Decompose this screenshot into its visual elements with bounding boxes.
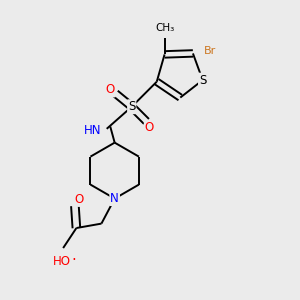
Text: Br: Br <box>204 46 216 56</box>
Text: HN: HN <box>84 124 101 137</box>
Text: O: O <box>145 122 154 134</box>
Text: ·: · <box>71 253 76 268</box>
Text: HO: HO <box>53 255 71 268</box>
Text: O: O <box>106 83 115 96</box>
Text: S: S <box>199 74 206 87</box>
Text: CH₃: CH₃ <box>155 23 174 33</box>
Text: O: O <box>75 193 84 206</box>
Text: N: N <box>110 192 119 205</box>
Text: S: S <box>128 100 135 113</box>
